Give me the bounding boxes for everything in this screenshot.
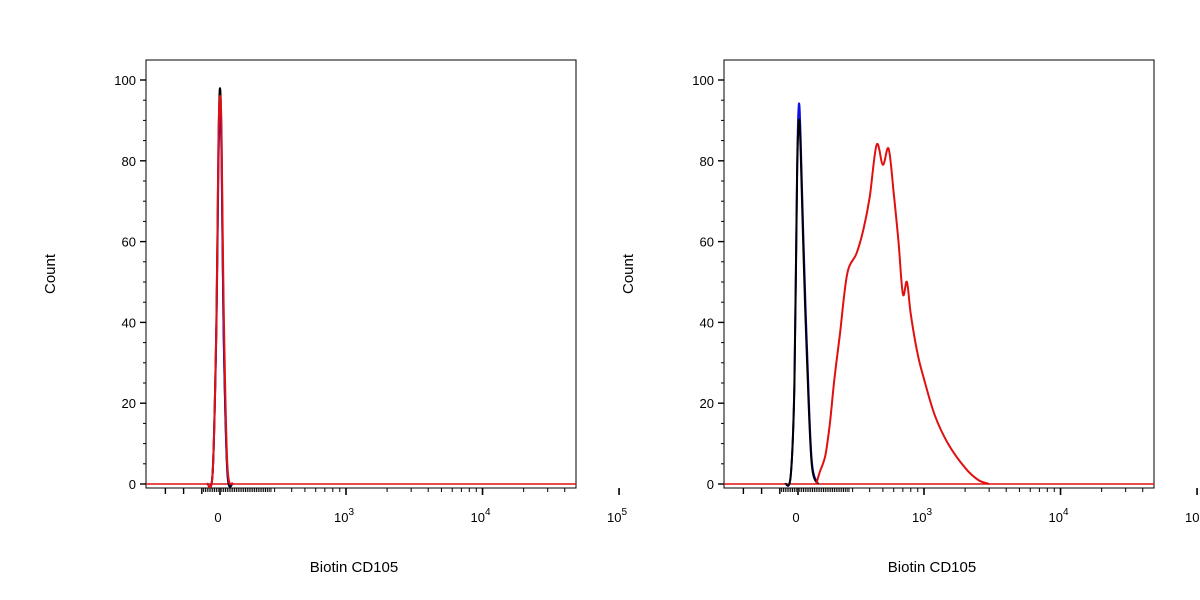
y-tick-label: 0 (707, 477, 714, 492)
y-tick-label: 100 (692, 73, 714, 88)
histogram-curves (146, 87, 576, 489)
y-axis-label: Count (42, 253, 59, 294)
x-tick-label-base: 10 (471, 510, 485, 525)
x-tick-label-base: 0 (792, 510, 799, 525)
x-tick-label-exponent: 4 (1063, 507, 1069, 518)
y-axis-ticks: 0 20 40 60 80 100 (114, 73, 146, 492)
series-line-1 (784, 118, 819, 487)
y-tick-label: 60 (122, 235, 136, 250)
y-tick-label: 20 (700, 396, 714, 411)
y-tick-label: 20 (122, 396, 136, 411)
x-axis-label: Biotin CD105 (888, 559, 976, 576)
x-tick-label: 0 (792, 510, 799, 525)
histogram-curves (724, 102, 1154, 487)
series-line-0 (206, 87, 234, 489)
x-tick-label: 0 (214, 510, 221, 525)
x-tick-label-base: 10 (1049, 510, 1063, 525)
y-tick-label: 60 (700, 235, 714, 250)
y-tick-label: 80 (122, 154, 136, 169)
x-axis-label: Biotin CD105 (310, 559, 398, 576)
y-axis-ticks: 0 20 40 60 80 100 (692, 73, 724, 492)
y-tick-label: 0 (129, 477, 136, 492)
x-tick-label-exponent: 3 (926, 507, 932, 518)
y-axis-label: Count (620, 253, 637, 294)
plot-frame (145, 59, 577, 489)
x-tick-label-base: 10 (912, 510, 926, 525)
x-tick-label-base: 10 (334, 510, 348, 525)
series-line-1 (206, 107, 234, 488)
plot-frame (723, 59, 1155, 489)
x-tick-label-base: 10 (1185, 510, 1199, 525)
x-tick-label: 105 (607, 507, 627, 525)
series-line-2 (815, 142, 990, 485)
x-tick-label: 103 (912, 507, 932, 525)
x-tick-label: 104 (1049, 507, 1069, 525)
x-tick-label: 103 (334, 507, 354, 525)
y-tick-label: 40 (700, 315, 714, 330)
x-tick-label-base: 10 (607, 510, 621, 525)
x-tick-label-exponent: 4 (485, 507, 491, 518)
y-tick-label: 100 (114, 73, 136, 88)
x-tick-label-base: 0 (214, 510, 221, 525)
series-line-2 (206, 94, 234, 489)
y-tick-label: 40 (122, 315, 136, 330)
y-tick-label: 80 (700, 154, 714, 169)
x-tick-label-exponent: 3 (348, 507, 354, 518)
x-tick-label: 104 (471, 507, 491, 525)
x-tick-label: 105 (1185, 507, 1200, 525)
x-tick-label-exponent: 5 (622, 507, 628, 518)
